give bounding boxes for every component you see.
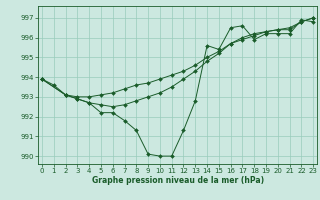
X-axis label: Graphe pression niveau de la mer (hPa): Graphe pression niveau de la mer (hPa)	[92, 176, 264, 185]
